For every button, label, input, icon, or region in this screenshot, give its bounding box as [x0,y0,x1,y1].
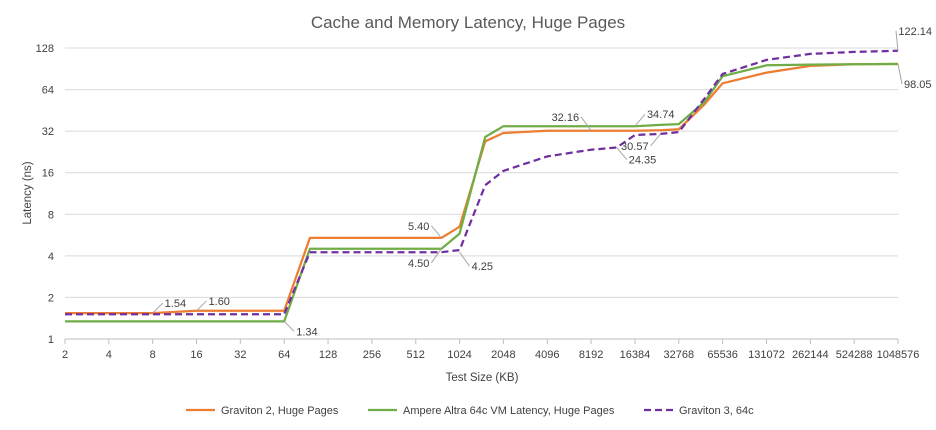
series-lines [65,49,899,323]
data-label: 4.50 [408,258,429,270]
x-tick-label: 2048 [491,349,515,361]
data-label: 1.54 [165,298,186,310]
y-tick-label: 32 [42,126,54,138]
y-tick-label: 1 [48,334,54,346]
x-tick-label: 262144 [792,349,829,361]
x-tick-label: 65536 [707,349,738,361]
data-label-leader [283,321,295,332]
x-tick-label: 2 [62,349,68,361]
x-tick-label: 1024 [447,349,471,361]
data-label: 1.34 [296,326,317,338]
data-label: 98.05 [904,79,932,91]
legend-label-1: Graviton 2, Huge Pages [221,405,339,417]
y-tick-label: 2 [48,292,54,304]
legend-label-3: Graviton 3, 64c [679,405,754,417]
y-tick-label: 16 [42,168,54,180]
x-tick-label: 131072 [748,349,785,361]
data-label-leader [580,116,592,132]
data-label-leader [196,300,207,312]
x-tick-label: 4 [106,349,112,361]
data-label-leader [895,30,899,51]
data-label: 30.57 [621,141,649,153]
x-tick-label: 256 [363,349,381,361]
data-label: 34.74 [647,109,675,121]
x-tick-label: 8 [150,349,156,361]
data-labels: 1.54 1.60 1.34 5.40 4.50 4.25 32.16 34.74 24.35 3… [152,26,932,338]
x-tick-label: 128 [319,349,337,361]
data-label-leader [634,113,646,127]
x-tick-label: 16384 [620,349,651,361]
data-label-leader [650,133,661,147]
data-label: 32.16 [552,112,580,124]
x-axis-ticks: 2 4 8 16 32 64 128 256 512 1024 2048 4096 8192 16384 3… [62,339,919,361]
data-label-leader [897,63,903,85]
y-tick-label: 4 [48,251,54,263]
data-label-leader [616,147,628,160]
x-axis-title: Test Size (KB) [446,372,519,384]
data-label: 5.40 [408,221,429,233]
data-label: 1.60 [209,296,230,308]
data-label-leader [152,302,164,314]
legend-label-2: Ampere Altra 64c VM Latency, Huge Pages [403,405,615,417]
x-tick-label: 32 [234,349,246,361]
y-axis-title: Latency (ns) [22,161,34,224]
data-label-leader [430,225,442,239]
data-label-leader [430,248,442,264]
series-line-3 [65,49,899,316]
y-tick-label: 64 [42,85,54,97]
x-tick-label: 8192 [579,349,603,361]
y-axis-ticks: 1 2 4 8 16 32 64 128 [36,43,54,346]
x-tick-label: 4096 [535,349,559,361]
x-tick-label: 524288 [836,349,873,361]
series-line-2 [65,62,899,323]
x-tick-label: 16 [190,349,202,361]
chart-title: Cache and Memory Latency, Huge Pages [311,13,625,32]
legend: Graviton 2, Huge Pages Ampere Altra 64c V… [186,405,754,417]
x-tick-label: 1048576 [877,349,920,361]
data-label-leader [459,251,470,267]
x-tick-label: 32768 [663,349,694,361]
data-label: 24.35 [629,155,657,167]
y-tick-label: 8 [48,209,54,221]
gridlines [65,47,898,298]
x-tick-label: 64 [278,349,290,361]
data-label: 122.14 [898,26,932,38]
y-tick-label: 128 [36,43,54,55]
x-tick-label: 512 [407,349,425,361]
data-label: 4.25 [472,261,493,273]
